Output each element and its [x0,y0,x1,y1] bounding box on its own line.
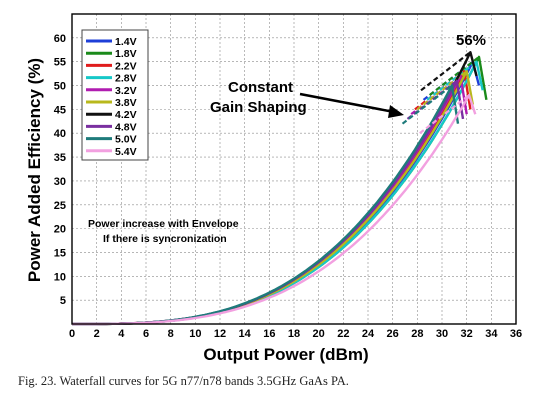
x-tick-label: 10 [189,328,201,340]
x-tick-label: 28 [411,328,423,340]
x-tick-label: 0 [69,328,75,340]
x-tick-label: 24 [362,328,375,340]
y-tick-label: 50 [54,81,66,93]
y-axis-ticks: 5 10 15 20 25 30 35 40 45 50 55 60 [54,33,66,307]
y-tick-label: 25 [54,200,66,212]
series-envelope-5.0V [401,84,453,125]
y-tick-label: 10 [54,271,66,283]
y-tick-label: 55 [54,57,66,69]
legend-label: 1.8V [115,48,137,60]
legend-label: 1.4V [115,36,137,48]
peak-label: 56% [456,32,486,49]
y-tick-label: 15 [54,247,66,259]
legend-label: 3.2V [115,85,137,97]
x-tick-label: 6 [143,328,149,340]
x-tick-label: 16 [263,328,275,340]
x-tick-label: 36 [510,328,522,340]
plot-area [72,51,488,326]
legend-label: 4.8V [115,121,137,133]
x-axis-ticks: 0 2 4 6 8 10 12 14 16 18 20 22 24 26 28 30 32 34 36 [69,328,522,340]
x-tick-label: 18 [288,328,300,340]
plot-frame [71,13,517,325]
y-axis-label: Power Added Efficiency (%) [25,58,44,282]
x-tick-label: 20 [313,328,325,340]
y-tick-label: 35 [54,152,66,164]
series-envelope-2.8V [426,60,478,101]
legend-label: 4.2V [115,109,137,121]
constant-gain-label-line2: Gain Shaping [210,99,307,116]
y-tick-label: 30 [54,176,66,188]
x-tick-label: 32 [461,328,473,340]
legend-label: 2.8V [115,73,137,85]
y-tick-label: 40 [54,128,66,140]
x-tick-label: 34 [485,328,498,340]
envelope-note-line1: Power increase with Envelope [88,218,239,230]
legend-label: 5.4V [115,146,137,158]
series-envelope-5.4V [419,94,470,135]
y-tick-label: 60 [54,33,66,45]
y-tick-label: 20 [54,224,66,236]
x-tick-label: 14 [239,328,252,340]
series-envelope-1.8V [428,56,480,96]
x-tick-label: 22 [337,328,349,340]
legend-label: 3.8V [115,97,137,109]
series-envelope-4.2V [420,51,472,92]
legend-label: 2.2V [115,60,137,72]
annotations: 56% Constant Gain Shaping Power increase… [88,32,486,245]
constant-gain-arrow [299,92,395,114]
x-axis-label: Output Power (dBm) [203,345,368,364]
figure-caption: Fig. 23. Waterfall curves for 5G n77/n78… [18,374,349,388]
x-tick-label: 8 [168,328,174,340]
y-tick-label: 5 [60,295,66,307]
y-tick-label: 45 [54,104,66,116]
constant-gain-label-line1: Constant [228,79,293,96]
x-tick-label: 12 [214,328,226,340]
x-tick-label: 4 [118,328,125,340]
legend-label: 5.0V [115,134,137,146]
x-tick-label: 2 [94,328,100,340]
constant-gain-arrowhead [388,105,404,118]
x-tick-label: 26 [387,328,399,340]
x-tick-label: 30 [436,328,448,340]
legend: 1.4V1.8V2.2V2.8V3.2V3.8V4.2V4.8V5.0V5.4V [81,29,149,161]
envelope-note-line2: If there is syncronization [103,233,227,245]
series-line-5.4V [72,93,477,326]
